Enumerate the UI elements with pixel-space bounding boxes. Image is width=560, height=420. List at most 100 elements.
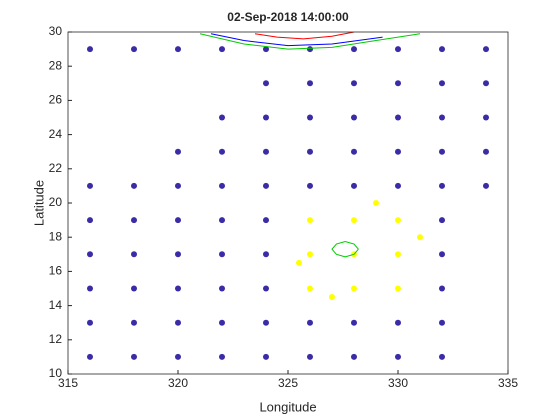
point xyxy=(131,285,137,292)
point xyxy=(439,251,445,258)
point xyxy=(395,251,401,258)
point xyxy=(351,148,357,155)
point xyxy=(219,114,225,121)
x-tick-label: 315 xyxy=(58,376,78,390)
plot-area xyxy=(68,32,508,374)
y-tick-label: 26 xyxy=(49,93,63,107)
point xyxy=(351,182,357,189)
point xyxy=(131,319,137,326)
point xyxy=(395,46,401,53)
point xyxy=(439,46,445,53)
point xyxy=(263,217,269,224)
point xyxy=(439,285,445,292)
point xyxy=(87,217,93,224)
y-axis-label: Latitude xyxy=(31,180,46,226)
point xyxy=(219,46,225,53)
point xyxy=(351,319,357,326)
point xyxy=(395,182,401,189)
point xyxy=(395,285,401,292)
point xyxy=(263,148,269,155)
point xyxy=(307,353,313,360)
point xyxy=(219,353,225,360)
point xyxy=(307,46,313,53)
y-tick-label: 24 xyxy=(49,127,63,141)
point xyxy=(483,114,489,121)
point xyxy=(175,182,181,189)
point xyxy=(483,80,489,87)
point xyxy=(439,319,445,326)
point xyxy=(175,353,181,360)
point xyxy=(307,217,313,224)
point xyxy=(483,148,489,155)
y-tick-label: 10 xyxy=(49,366,63,380)
point xyxy=(263,46,269,53)
point xyxy=(307,285,313,292)
y-tick-label: 12 xyxy=(49,332,63,346)
point xyxy=(307,148,313,155)
point xyxy=(307,182,313,189)
point xyxy=(87,353,93,360)
point xyxy=(395,114,401,121)
y-tick-label: 30 xyxy=(49,24,63,38)
point xyxy=(439,148,445,155)
point xyxy=(131,217,137,224)
line xyxy=(210,33,383,47)
point xyxy=(351,285,357,292)
point xyxy=(439,114,445,121)
point xyxy=(395,217,401,224)
point xyxy=(263,353,269,360)
point xyxy=(439,353,445,360)
point xyxy=(219,182,225,189)
y-tick-label: 14 xyxy=(49,298,63,312)
point xyxy=(307,80,313,87)
point xyxy=(87,319,93,326)
point xyxy=(351,353,357,360)
point xyxy=(439,80,445,87)
x-axis-label: Longitude xyxy=(259,399,316,414)
point xyxy=(219,285,225,292)
point xyxy=(219,251,225,258)
point xyxy=(483,46,489,53)
point xyxy=(373,200,379,206)
point xyxy=(351,46,357,53)
point xyxy=(307,319,313,326)
chart-title: 02-Sep-2018 14:00:00 xyxy=(227,10,349,24)
x-tick-label: 330 xyxy=(388,376,408,390)
point xyxy=(307,114,313,121)
point xyxy=(175,251,181,258)
point xyxy=(131,353,137,360)
x-tick-label: 335 xyxy=(498,376,518,390)
marks xyxy=(87,32,489,360)
point xyxy=(87,251,93,258)
y-tick-label: 18 xyxy=(49,229,63,243)
point xyxy=(395,148,401,155)
point xyxy=(417,234,423,241)
y-tick-label: 16 xyxy=(49,264,63,278)
point xyxy=(439,217,445,224)
point xyxy=(219,217,225,224)
point xyxy=(395,80,401,87)
point xyxy=(263,319,269,326)
point xyxy=(395,353,401,360)
point xyxy=(351,114,357,121)
point xyxy=(307,251,313,258)
point xyxy=(87,285,93,292)
line xyxy=(199,33,421,50)
point xyxy=(131,46,137,53)
point xyxy=(131,182,137,189)
point xyxy=(263,80,269,87)
point xyxy=(329,294,335,301)
point xyxy=(87,46,93,53)
point xyxy=(219,319,225,326)
point xyxy=(351,217,357,224)
y-tick-label: 28 xyxy=(49,58,63,72)
point xyxy=(351,80,357,87)
point xyxy=(175,46,181,53)
x-tick-label: 320 xyxy=(168,376,188,390)
point xyxy=(263,285,269,292)
line xyxy=(331,240,359,258)
point xyxy=(263,251,269,258)
point xyxy=(175,319,181,326)
point xyxy=(219,148,225,155)
